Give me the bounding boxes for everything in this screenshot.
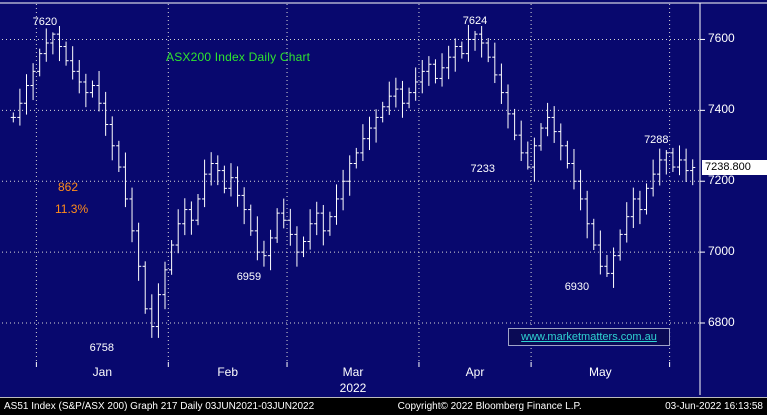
price-bars bbox=[10, 24, 696, 338]
price-point-label: 6758 bbox=[89, 341, 115, 354]
price-point-label: 6930 bbox=[564, 280, 590, 293]
marketmatters-link[interactable]: www.marketmatters.com.au bbox=[508, 328, 670, 346]
x-axis-year-label: 2022 bbox=[339, 381, 367, 395]
price-point-label: 6959 bbox=[236, 270, 262, 283]
chart-plot-area[interactable] bbox=[0, 0, 767, 397]
y-axis-label: 7600 bbox=[708, 31, 735, 46]
last-price-badge: 7238.800 bbox=[702, 159, 767, 175]
x-axis-month-label: Mar bbox=[342, 365, 364, 379]
bloomberg-chart-window: 7600 7400 7200 7000 6800 Jan Feb Mar Apr May 7620 7… bbox=[0, 0, 767, 397]
x-axis-month-label: Feb bbox=[217, 365, 239, 379]
chart-title: ASX200 Index Daily Chart bbox=[166, 50, 311, 64]
x-axis-month-label: Apr bbox=[465, 365, 485, 379]
y-axis-label: 7400 bbox=[708, 102, 735, 117]
x-axis-month-label: Jan bbox=[92, 365, 113, 379]
status-bar: AS51 Index (S&P/ASX 200) Graph 217 Daily… bbox=[0, 397, 767, 415]
price-point-label: 7233 bbox=[470, 162, 496, 175]
y-axis-label: 6800 bbox=[708, 315, 735, 329]
status-center-copyright: Copyright© 2022 Bloomberg Finance L.P. bbox=[397, 401, 582, 412]
chart-frame bbox=[0, 2, 767, 395]
price-point-label: 7620 bbox=[32, 16, 58, 29]
annotation-percent-gained: 11.3% bbox=[55, 202, 89, 216]
price-point-label: 7288 bbox=[644, 134, 669, 147]
status-left-instrument: AS51 Index (S&P/ASX 200) Graph 217 Daily… bbox=[4, 401, 315, 412]
grid-lines bbox=[2, 4, 700, 362]
y-axis-label: 7200 bbox=[708, 173, 735, 188]
y-axis-label: 7000 bbox=[708, 244, 735, 259]
x-axis-month-label: May bbox=[589, 365, 612, 379]
price-point-label: 7624 bbox=[462, 14, 488, 27]
annotation-points-gained: 862 bbox=[58, 180, 79, 194]
status-right-timestamp: 03-Jun-2022 16:13:58 bbox=[665, 401, 763, 412]
